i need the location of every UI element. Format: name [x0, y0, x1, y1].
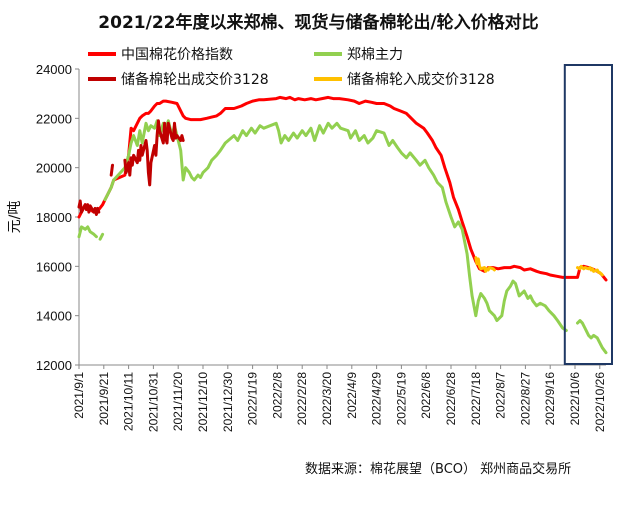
y-tick-label: 20000 — [36, 161, 72, 176]
y-tick-label: 24000 — [36, 62, 72, 77]
series-layer — [77, 64, 613, 365]
series-line-3 — [109, 163, 114, 177]
x-tick-label: 2022/5/19 — [394, 372, 408, 426]
x-tick-label: 2022/3/20 — [320, 372, 334, 426]
y-tick-label: 16000 — [36, 259, 72, 274]
legend-label-4: 储备棉轮入成交价3128 — [347, 71, 495, 88]
legend-label-2: 郑棉主力 — [347, 46, 403, 63]
legend-label-3: 储备棉轮出成交价3128 — [121, 71, 269, 88]
x-tick-label: 2022/6/28 — [444, 372, 458, 426]
series-line-4 — [576, 264, 604, 277]
x-tick-label: 2022/9/16 — [543, 372, 557, 426]
highlight-box — [563, 64, 613, 365]
legend-label-1: 中国棉花价格指数 — [121, 46, 233, 63]
x-tick-label: 2022/4/9 — [345, 372, 359, 419]
y-tick-label: 12000 — [36, 358, 72, 373]
x-tick-label: 2021/12/30 — [221, 372, 235, 432]
y-tick-label: 22000 — [36, 111, 72, 126]
x-tick-label: 2022/6/8 — [419, 372, 433, 419]
series-line-2 — [103, 119, 568, 332]
x-tick-label: 2021/9/21 — [97, 372, 111, 426]
source-note: 数据来源：棉花展望（BCO） 郑州商品交易所 — [305, 462, 572, 477]
y-axis-label: 元/吨 — [7, 201, 23, 234]
series-line-2 — [98, 232, 105, 241]
x-tick-label: 2021/11/20 — [171, 372, 185, 431]
x-tick-label: 2021/10/11 — [122, 372, 136, 431]
x-tick-label: 2022/2/28 — [295, 372, 309, 426]
x-tick-label: 2022/10/26 — [593, 372, 607, 432]
y-tick-label: 14000 — [36, 309, 72, 324]
series-line-3 — [77, 199, 101, 216]
x-tick-label: 2021/10/31 — [146, 372, 160, 432]
x-tick-label: 2022/2/8 — [270, 372, 284, 419]
x-tick-label: 2022/10/6 — [568, 372, 582, 426]
series-line-4 — [474, 256, 496, 273]
series-line-1 — [77, 95, 608, 282]
x-tick-label: 2021/9/1 — [72, 372, 86, 419]
x-tick-label: 2022/8/7 — [494, 372, 508, 419]
x-tick-label: 2022/8/27 — [518, 372, 532, 426]
x-tick-label: 2021/12/10 — [196, 372, 210, 432]
series-line-3 — [123, 119, 185, 187]
x-tick-label: 2022/7/18 — [469, 372, 483, 426]
x-tick-label: 2022/4/29 — [370, 372, 384, 426]
series-line-2 — [576, 319, 608, 355]
x-tick-label: 2022/1/19 — [246, 372, 260, 426]
chart-title: 2021/22年度以来郑棉、现货与储备棉轮出/轮入价格对比 — [98, 13, 539, 33]
axes-group: 12000 14000 16000 18000 20000 22000 24000 元/吨 20… — [7, 62, 607, 432]
y-tick-label: 18000 — [36, 210, 72, 225]
series-line-2 — [77, 225, 98, 239]
